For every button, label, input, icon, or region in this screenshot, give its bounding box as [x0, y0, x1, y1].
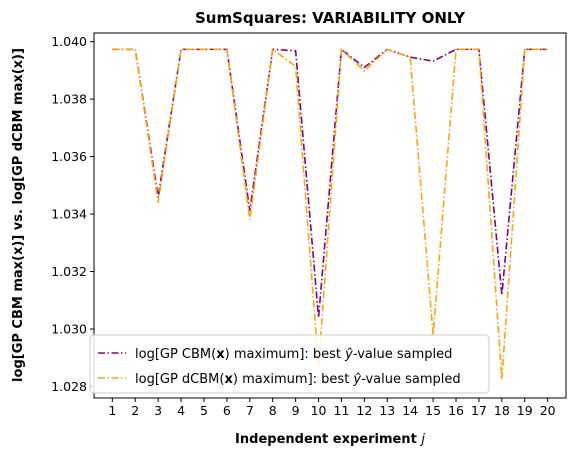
chart-title: SumSquares: VARIABILITY ONLY	[195, 9, 466, 27]
x-tick-label: 3	[154, 403, 162, 418]
x-tick-label: 1	[108, 403, 116, 418]
legend-label-dcbm: log[GP dCBM(x) maximum]: best ŷ-value sa…	[135, 372, 461, 387]
x-tick-label: 11	[334, 403, 350, 418]
x-tick-label: 17	[471, 403, 487, 418]
x-tick-label: 4	[177, 403, 185, 418]
legend: log[GP CBM(x) maximum]: best ŷ-value sam…	[89, 334, 490, 394]
y-tick-label: 1.038	[51, 92, 87, 107]
x-axis-title: Independent experiment j	[235, 432, 425, 447]
x-axis-title-text: Independent experiment	[235, 432, 417, 447]
x-tick-label: 9	[292, 403, 300, 418]
x-tick-label: 8	[269, 403, 277, 418]
x-tick-label: 2	[131, 403, 139, 418]
x-tick-label: 16	[448, 403, 464, 418]
y-axis-title: log[GP CBM max(x)] vs. log[GP dCBM max(x…	[11, 48, 26, 382]
series-line-dcbm	[112, 47, 548, 380]
x-tick-label: 18	[494, 403, 510, 418]
legend-label-cbm: log[GP CBM(x) maximum]: best ŷ-value sam…	[135, 347, 452, 362]
x-tick-label: 13	[379, 403, 395, 418]
x-tick-label: 15	[425, 403, 441, 418]
x-tick-label: 12	[356, 403, 372, 418]
y-tick-label: 1.040	[51, 34, 87, 49]
x-axis-title-var: j	[419, 432, 425, 447]
x-tick-label: 19	[517, 403, 533, 418]
x-tick-label: 20	[540, 403, 556, 418]
legend-box	[89, 334, 490, 394]
y-tick-label: 1.036	[51, 149, 87, 164]
series-layer	[112, 47, 548, 380]
x-tick-label: 10	[311, 403, 327, 418]
y-tick-label: 1.030	[51, 322, 87, 337]
ticks-layer: 1 2 3 4 5 6 7 8 9 10 11 12 13 14 15 16 17 18 19 201.0281.03…	[51, 34, 555, 418]
x-tick-label: 5	[200, 403, 208, 418]
x-tick-label: 14	[402, 403, 418, 418]
y-tick-label: 1.032	[51, 264, 87, 279]
x-tick-label: 6	[223, 403, 231, 418]
plot-frame	[93, 32, 567, 399]
x-tick-label: 7	[246, 403, 254, 418]
y-tick-label: 1.034	[51, 207, 87, 222]
y-tick-label: 1.028	[51, 379, 87, 394]
